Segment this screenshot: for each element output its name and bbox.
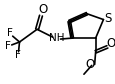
Text: O: O [106,37,115,50]
Text: F: F [7,28,13,38]
Text: NH: NH [48,33,64,43]
Text: O: O [38,3,47,16]
Text: S: S [104,12,111,25]
Text: O: O [84,58,94,71]
Text: F: F [5,41,11,51]
Text: F: F [14,50,20,60]
